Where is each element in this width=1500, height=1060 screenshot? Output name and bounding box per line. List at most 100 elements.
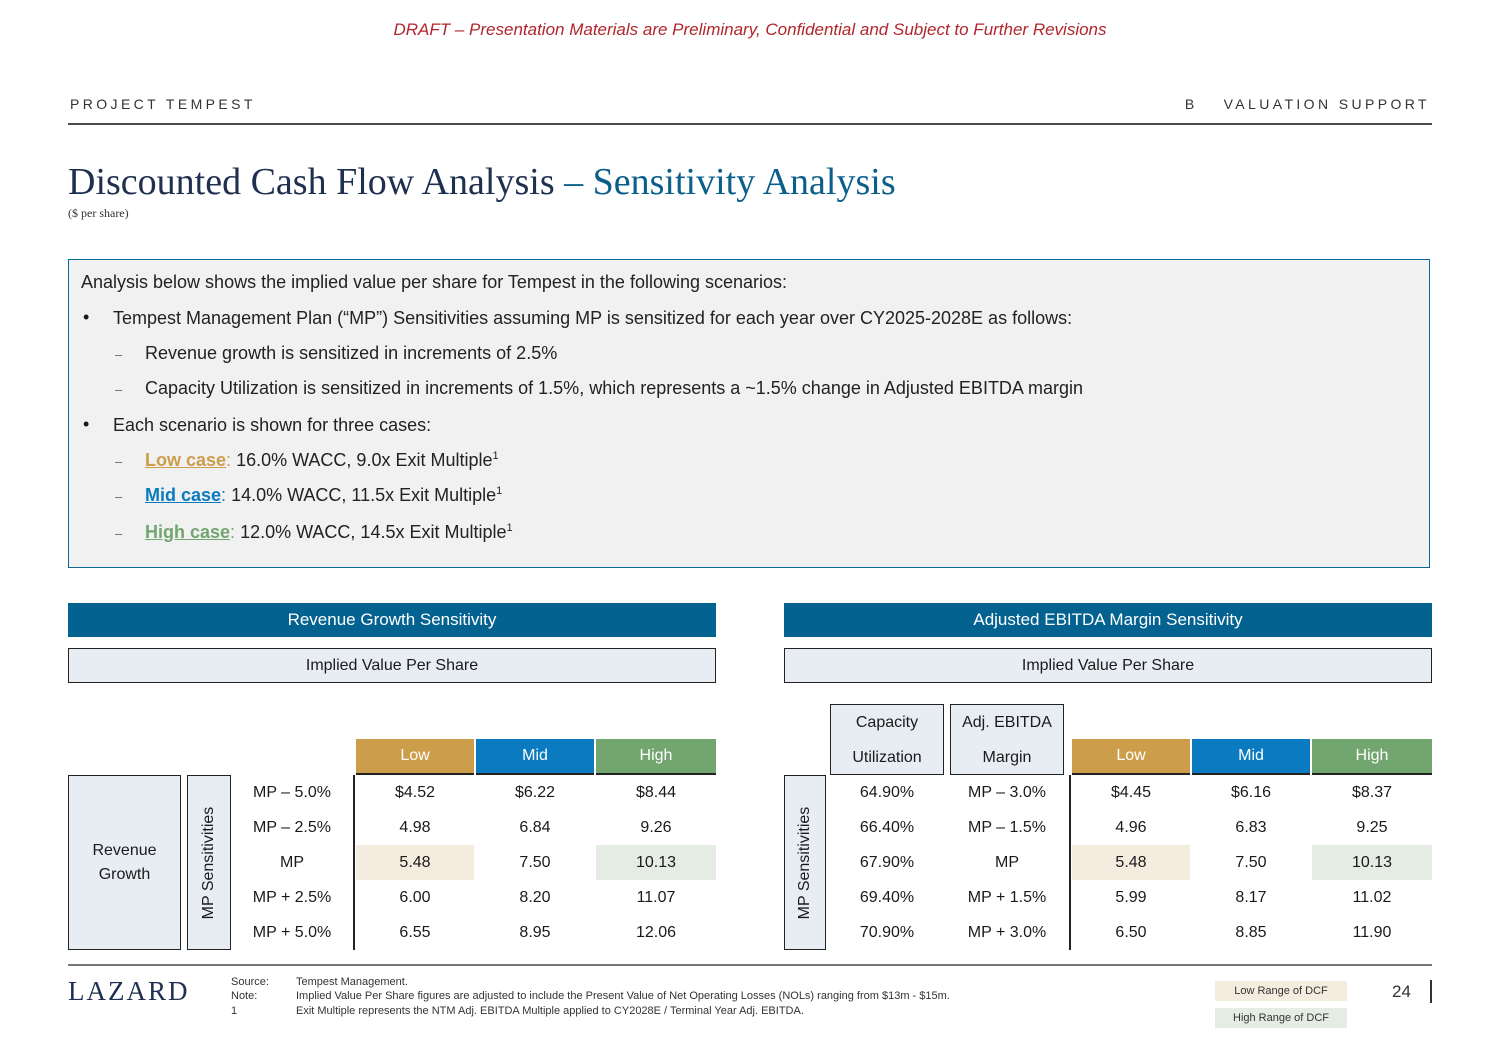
page-number: 24 — [1392, 982, 1411, 1001]
value-cell: $6.22 — [514, 783, 556, 801]
dash-mark: – — [115, 454, 123, 469]
value-cell: 9.26 — [640, 818, 672, 836]
case-colon: : — [221, 485, 227, 505]
value-cell-low-range: 5.48 — [1072, 845, 1190, 880]
left-col-low: Low — [356, 739, 474, 775]
adj-ebitda-margin-header: Adj. EBITDA Margin — [950, 704, 1064, 775]
bullet-mp-sensitivities: Tempest Management Plan (“MP”) Sensitivi… — [113, 308, 1073, 328]
left-col-high: High — [596, 739, 716, 775]
right-mp-sensitivities-label: MP Sensitivities — [784, 775, 826, 950]
bullet-dot: • — [83, 414, 90, 434]
row-label: MP + 1.5% — [967, 888, 1047, 906]
draft-banner: DRAFT – Presentation Materials are Preli… — [393, 20, 1107, 39]
footnote-ref: 1 — [506, 522, 513, 534]
ebitda-sensitivity-title: Adjusted EBITDA Margin Sensitivity — [784, 603, 1432, 637]
row-label: MP – 3.0% — [968, 783, 1046, 801]
value-cell: 9.25 — [1356, 818, 1388, 836]
value-cell: 8.95 — [519, 923, 551, 941]
sub-bullet-capacity: Capacity Utilization is sensitized in in… — [145, 378, 1083, 398]
group-label-line: Revenue — [92, 842, 157, 859]
lazard-logo: LAZARD — [68, 976, 190, 1006]
legend-high-range: High Range of DCF — [1215, 1008, 1347, 1028]
value-cell-high-range: 10.13 — [1312, 845, 1432, 880]
case-low-label: Low case — [145, 450, 227, 470]
footnote-text: Implied Value Per Share figures are adju… — [296, 990, 950, 1002]
left-mp-sensitivities-label: MP Sensitivities — [187, 775, 231, 950]
value-cell: $4.45 — [1110, 783, 1152, 801]
revenue-sensitivity-title: Revenue Growth Sensitivity — [68, 603, 716, 637]
case-low: Low case: 16.0% WACC, 9.0x Exit Multiple… — [145, 450, 499, 471]
header-line: Capacity — [855, 714, 919, 731]
left-col-mid: Mid — [476, 739, 594, 775]
value-cell: 4.98 — [399, 818, 431, 836]
capacity-cell: 64.90% — [859, 783, 915, 801]
row-label: MP – 1.5% — [968, 818, 1046, 836]
value-cell: $4.52 — [394, 783, 436, 801]
title-main: Discounted Cash Flow Analysis — [68, 161, 555, 203]
left-divider — [353, 775, 355, 950]
footnote-ref: 1 — [496, 485, 503, 497]
sub-bullet-revenue: Revenue growth is sensitized in incremen… — [145, 343, 558, 363]
dash-mark: – — [115, 382, 123, 397]
value-cell: 11.07 — [636, 888, 676, 906]
header-line: Margin — [982, 749, 1032, 766]
value-cell: 6.50 — [1115, 923, 1147, 941]
footnote-text: Tempest Management. — [296, 976, 408, 988]
footnote-key: Source: — [231, 976, 269, 988]
page-number-bar — [1430, 980, 1432, 1003]
value-cell: 8.85 — [1235, 923, 1267, 941]
right-col-low: Low — [1072, 739, 1190, 775]
vertical-label: MP Sensitivities — [796, 806, 813, 919]
page-title: Discounted Cash Flow Analysis – Sensitiv… — [68, 160, 896, 204]
right-implied-value-header: Implied Value Per Share — [784, 648, 1432, 683]
value-cell: $8.44 — [635, 783, 677, 801]
section-letter: B — [1184, 96, 1198, 112]
value-cell: 7.50 — [1235, 853, 1267, 871]
value-cell: 6.55 — [399, 923, 431, 941]
vertical-label: MP Sensitivities — [200, 806, 217, 919]
case-high-label: High case — [145, 522, 231, 542]
row-label: MP — [995, 853, 1019, 871]
row-label: MP + 3.0% — [967, 923, 1047, 941]
header-line: Adj. EBITDA — [962, 714, 1052, 731]
bullet-dot: • — [83, 307, 90, 327]
footer-rule — [68, 964, 1432, 966]
value-cell: 7.50 — [519, 853, 551, 871]
capacity-cell: 66.40% — [859, 818, 915, 836]
capacity-cell: 67.90% — [859, 853, 915, 871]
value-cell: 11.02 — [1352, 888, 1392, 906]
header-rule — [68, 123, 1432, 125]
case-mid-label: Mid case — [145, 485, 222, 505]
row-label: MP – 5.0% — [253, 783, 331, 801]
intro-line: Analysis below shows the implied value p… — [81, 272, 788, 292]
intro-box: Analysis below shows the implied value p… — [68, 259, 1430, 568]
capacity-cell: 69.40% — [859, 888, 915, 906]
value-cell: 6.00 — [399, 888, 431, 906]
section-title: VALUATION SUPPORT — [1223, 96, 1430, 112]
case-low-text: 16.0% WACC, 9.0x Exit Multiple — [231, 450, 493, 470]
value-cell-high-range: 10.13 — [596, 845, 716, 880]
section-header: B VALUATION SUPPORT — [1185, 96, 1430, 112]
case-mid-text: 14.0% WACC, 11.5x Exit Multiple — [226, 485, 497, 505]
footnote-key: Note: — [231, 990, 258, 1002]
row-label: MP — [280, 853, 304, 871]
header-line: Utilization — [852, 749, 922, 766]
value-cell: $8.37 — [1351, 783, 1393, 801]
right-divider — [1069, 775, 1071, 950]
revenue-growth-group: Revenue Growth — [68, 775, 181, 950]
case-mid: Mid case: 14.0% WACC, 11.5x Exit Multipl… — [145, 485, 502, 506]
case-colon: : — [230, 522, 236, 542]
value-cell: 5.99 — [1115, 888, 1147, 906]
value-cell: $6.16 — [1230, 783, 1272, 801]
footnote-ref: 1 — [492, 450, 499, 462]
left-implied-value-header: Implied Value Per Share — [68, 648, 716, 683]
case-high-text: 12.0% WACC, 14.5x Exit Multiple — [235, 522, 507, 542]
page-subtitle: ($ per share) — [68, 206, 129, 220]
dash-mark: – — [115, 347, 123, 362]
value-cell: 4.96 — [1115, 818, 1147, 836]
title-accent: – Sensitivity Analysis — [564, 161, 896, 203]
value-cell: 8.17 — [1235, 888, 1267, 906]
case-high: High case: 12.0% WACC, 14.5x Exit Multip… — [145, 522, 513, 543]
dash-mark: – — [115, 526, 123, 541]
row-label: MP + 5.0% — [252, 923, 332, 941]
